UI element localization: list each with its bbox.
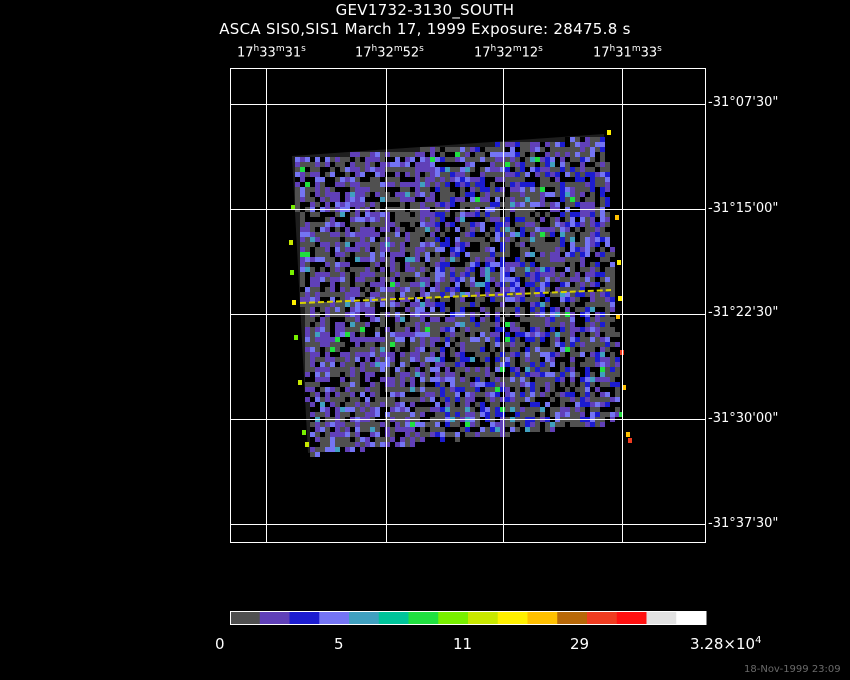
colorbar-swatch bbox=[587, 611, 618, 625]
colorbar-swatch bbox=[557, 611, 588, 625]
colorbar-swatch bbox=[408, 611, 439, 625]
ra-label-3: 17h32m12s bbox=[474, 44, 543, 61]
colorbar-swatch bbox=[230, 611, 261, 625]
image-title: GEV1732-3130_SOUTH bbox=[335, 1, 515, 19]
dec-label-4: -31°30'00" bbox=[708, 411, 779, 426]
colorbar-label-11: 11 bbox=[453, 635, 473, 653]
pixel-noise bbox=[289, 130, 632, 457]
dec-label-3: -31°22'30" bbox=[708, 305, 779, 320]
colorbar-swatch bbox=[289, 611, 320, 625]
colorbar-swatch bbox=[527, 611, 558, 625]
colorbar-swatch bbox=[468, 611, 499, 625]
colorbar-label-5: 5 bbox=[334, 635, 344, 653]
detector-streak bbox=[299, 289, 612, 304]
colorbar-label-max: 3.28×104 bbox=[690, 635, 762, 653]
colorbar-swatch bbox=[676, 611, 707, 625]
colorbar-swatch bbox=[438, 611, 469, 625]
dec-label-2: -31°15'00" bbox=[708, 201, 779, 216]
ra-label-1: 17h33m31s bbox=[237, 44, 306, 61]
colorbar-swatch bbox=[497, 611, 528, 625]
colorbar-swatch bbox=[616, 611, 647, 625]
dec-label-5: -31°37'30" bbox=[708, 516, 779, 531]
colorbar-swatch bbox=[646, 611, 677, 625]
colorbar-swatch bbox=[349, 611, 380, 625]
colorbar-swatch bbox=[319, 611, 350, 625]
coordinate-grid bbox=[230, 68, 706, 543]
ra-label-4: 17h31m33s bbox=[593, 44, 662, 61]
ra-label-2: 17h32m52s bbox=[355, 44, 424, 61]
dec-label-1: -31°07'30" bbox=[708, 95, 779, 110]
colorbar-label-0: 0 bbox=[215, 635, 225, 653]
color-scale-bar bbox=[230, 611, 707, 625]
observation-subtitle: ASCA SIS0,SIS1 March 17, 1999 Exposure: … bbox=[219, 20, 631, 38]
colorbar-swatch bbox=[378, 611, 409, 625]
timestamp: 18-Nov-1999 23:09 bbox=[744, 664, 841, 675]
colorbar-label-29: 29 bbox=[570, 635, 590, 653]
colorbar-swatch bbox=[259, 611, 290, 625]
